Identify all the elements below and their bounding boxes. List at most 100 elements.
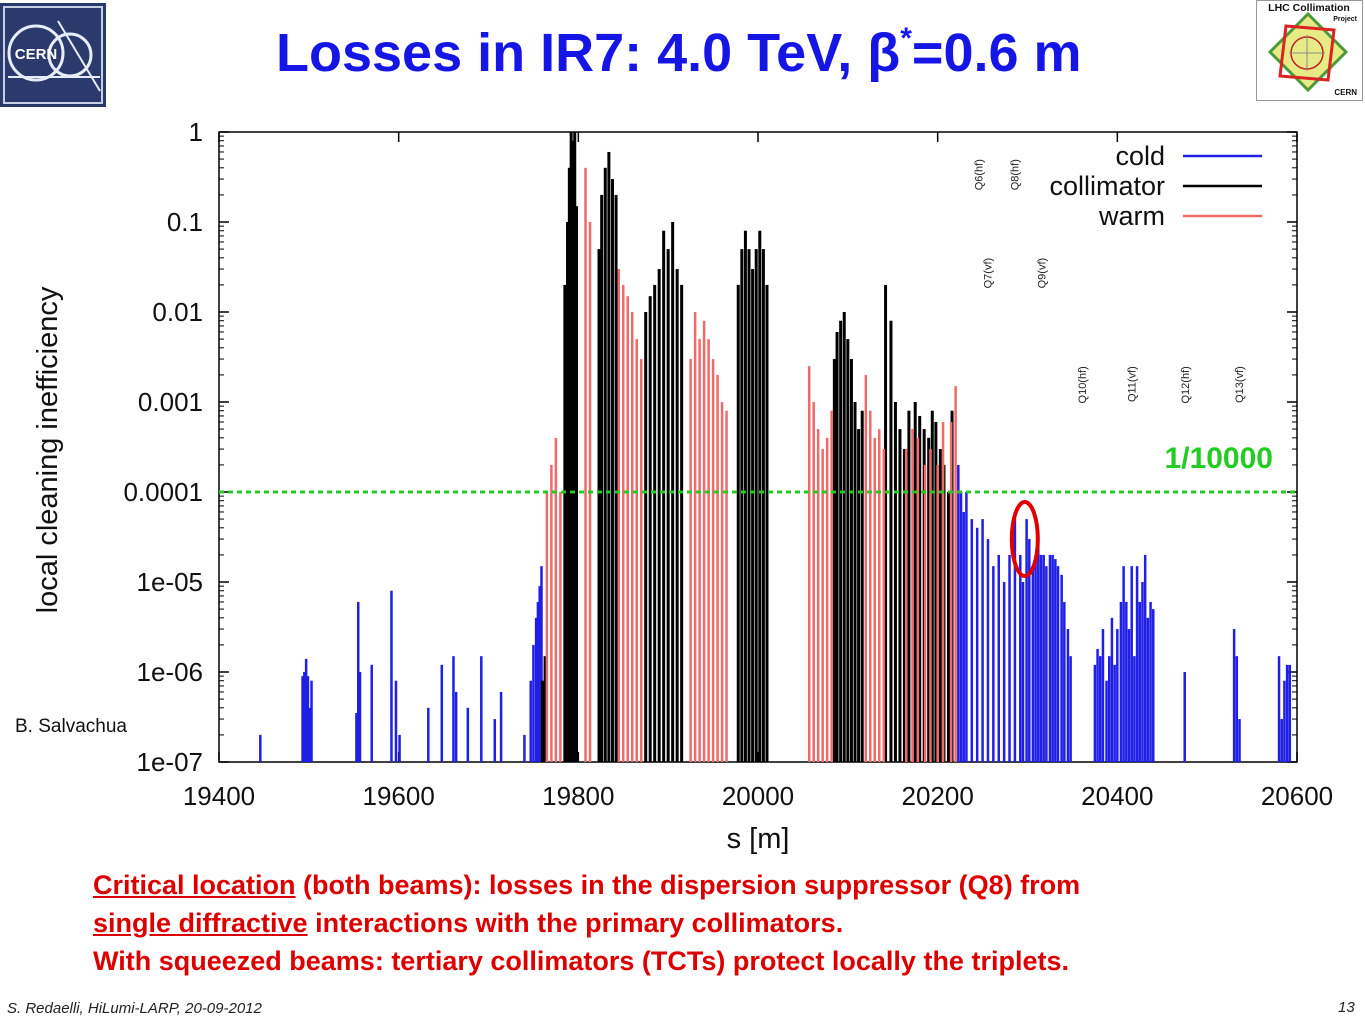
bar-cold bbox=[1019, 554, 1022, 762]
bar-collimator bbox=[543, 656, 547, 762]
bar-cold bbox=[370, 664, 373, 762]
x-tick-label: 20400 bbox=[1081, 781, 1153, 811]
magnet-label: Q11(vf) bbox=[1126, 366, 1138, 402]
bar-warm bbox=[716, 374, 719, 762]
lhc-collimation-logo: LHC Collimation Project CERN bbox=[1256, 0, 1363, 101]
y-tick-label: 1e-05 bbox=[137, 567, 204, 597]
y-tick-label: 0.001 bbox=[138, 387, 203, 417]
bar-collimator bbox=[614, 194, 618, 762]
bar-collimator bbox=[884, 284, 888, 762]
bar-collimator bbox=[889, 320, 893, 762]
bar-warm bbox=[878, 429, 881, 762]
bar-collimator bbox=[607, 151, 611, 763]
bar-cold bbox=[1048, 554, 1052, 762]
x-tick-label: 19800 bbox=[542, 781, 614, 811]
bar-cold bbox=[452, 656, 455, 762]
legend-label: cold bbox=[1115, 141, 1165, 171]
bar-warm bbox=[630, 312, 634, 762]
bar-warm bbox=[639, 359, 643, 762]
bar-cold bbox=[1232, 629, 1236, 762]
bar-collimator bbox=[736, 284, 740, 762]
x-tick-label: 20000 bbox=[722, 781, 794, 811]
bar-cold bbox=[1149, 601, 1152, 762]
bar-cold bbox=[1105, 680, 1108, 762]
magnet-label: Q7(vf) bbox=[983, 258, 995, 289]
note-line-2: single diffractive interactions with the… bbox=[93, 904, 1323, 942]
bar-cold bbox=[1028, 539, 1031, 762]
bar-collimator bbox=[857, 429, 861, 762]
bar-cold bbox=[1235, 656, 1239, 762]
bar-collimator bbox=[740, 249, 744, 763]
bar-collimator bbox=[751, 269, 755, 762]
bar-cold bbox=[1056, 566, 1060, 762]
bar-warm bbox=[711, 359, 715, 762]
bar-cold bbox=[1277, 656, 1281, 762]
bar-warm bbox=[816, 429, 820, 762]
bar-warm bbox=[941, 421, 945, 762]
bar-cold bbox=[1051, 554, 1054, 762]
bar-cold bbox=[957, 464, 960, 762]
bar-collimator bbox=[938, 449, 942, 762]
bar-cold bbox=[1066, 629, 1070, 762]
slide-notes: Critical location (both beams): losses i… bbox=[93, 866, 1323, 980]
note-line-1-text: (both beams): losses in the dispersion s… bbox=[295, 870, 1081, 900]
bar-collimator bbox=[907, 410, 911, 762]
bar-collimator bbox=[832, 359, 836, 762]
bar-collimator bbox=[918, 415, 922, 762]
bar-cold bbox=[1127, 629, 1131, 762]
footer-author: S. Redaelli, HiLumi-LARP, 20-09-2012 bbox=[7, 1000, 262, 1017]
bar-cold bbox=[997, 554, 1000, 762]
bar-warm bbox=[954, 386, 957, 762]
bar-collimator bbox=[754, 249, 758, 763]
bar-cold bbox=[1002, 582, 1006, 762]
x-tick-label: 20200 bbox=[902, 781, 974, 811]
bar-warm bbox=[830, 410, 833, 762]
bar-cold bbox=[390, 590, 393, 762]
bar-cold bbox=[1093, 664, 1097, 762]
bar-cold bbox=[534, 617, 538, 762]
magnet-label: Q13(vf) bbox=[1234, 366, 1246, 403]
bar-warm bbox=[825, 437, 829, 762]
note-critical-location: Critical location bbox=[93, 870, 296, 900]
bar-cold bbox=[304, 658, 308, 762]
y-tick-label: 0.1 bbox=[167, 207, 203, 237]
bar-cold bbox=[1283, 680, 1286, 762]
bar-collimator bbox=[758, 230, 762, 763]
bar-cold bbox=[1122, 566, 1125, 762]
bar-cold bbox=[529, 680, 532, 762]
bar-warm bbox=[707, 339, 710, 762]
lhc-logo-title: LHC Collimation bbox=[1268, 2, 1350, 14]
x-tick-label: 20600 bbox=[1261, 781, 1333, 811]
bar-cold bbox=[1135, 566, 1139, 762]
bar-cold bbox=[1141, 582, 1144, 762]
bar-cold bbox=[1025, 519, 1028, 762]
bar-collimator bbox=[603, 167, 607, 762]
bar-collimator bbox=[597, 249, 601, 763]
magnet-label: Q12(hf) bbox=[1180, 366, 1192, 403]
bar-cold bbox=[1042, 554, 1045, 762]
bar-cold bbox=[538, 586, 541, 762]
bar-warm bbox=[693, 312, 697, 762]
threshold-label: 1/10000 bbox=[1165, 442, 1273, 475]
legend-label: collimator bbox=[1049, 171, 1165, 201]
page-number: 13 bbox=[1338, 999, 1355, 1016]
bar-cold bbox=[394, 680, 398, 762]
bar-warm bbox=[873, 437, 877, 762]
plot-credit: B. Salvachua bbox=[15, 716, 127, 737]
bar-cold bbox=[1096, 649, 1099, 762]
y-tick-label: 1e-06 bbox=[137, 657, 204, 687]
bar-warm bbox=[559, 492, 562, 762]
magnet-label: Q8(hf) bbox=[1010, 159, 1022, 190]
bar-collimator bbox=[567, 167, 571, 762]
bar-cold bbox=[310, 680, 313, 762]
bar-warm bbox=[807, 366, 811, 762]
x-tick-label: 19600 bbox=[363, 781, 435, 811]
y-axis-label: local cleaning inefficiency bbox=[32, 286, 64, 613]
bar-warm bbox=[821, 449, 824, 762]
bar-cold bbox=[532, 644, 535, 762]
bar-warm bbox=[923, 464, 927, 762]
bar-warm bbox=[725, 410, 728, 762]
bar-collimator bbox=[653, 284, 657, 762]
bar-collimator bbox=[927, 437, 931, 762]
bar-collimator bbox=[934, 421, 938, 762]
